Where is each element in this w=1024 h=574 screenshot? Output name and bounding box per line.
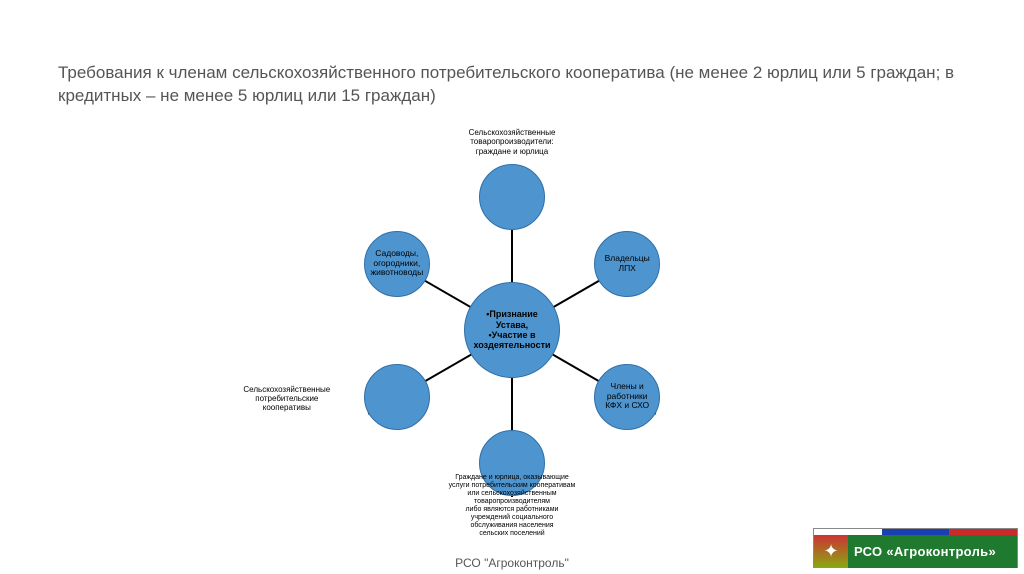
outer-node: Садоводы, огородники, животноводы [364,231,430,297]
outer-node: Владельцы ЛПХ [594,231,660,297]
logo-text: РСО «Агроконтроль» [848,535,1017,568]
page-title: Требования к членам сельскохозяйственног… [58,62,998,108]
outer-node [479,164,545,230]
center-node: •Признание Устава, •Участие в хоздеятель… [464,282,560,378]
node-ext-label: Сельскохозяйственные потребительские коо… [212,379,362,419]
logo-badge: ✦ РСО «Агроконтроль» [813,528,1018,568]
node-ext-label: Сельскохозяйственные товаропроизводители… [437,122,587,162]
outer-node [364,364,430,430]
node-ext-label: Граждане и юрлица, оказывающие услуги по… [417,466,607,546]
radial-diagram: •Признание Устава, •Участие в хоздеятель… [0,140,1024,540]
outer-node: Члены и работники КФХ и СХО [594,364,660,430]
logo-icon: ✦ [814,535,848,568]
